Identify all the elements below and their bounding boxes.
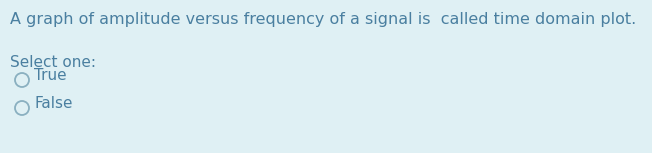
Text: A graph of amplitude versus frequency of a signal is  called time domain plot.: A graph of amplitude versus frequency of… xyxy=(10,12,636,27)
Text: False: False xyxy=(34,95,72,110)
Circle shape xyxy=(15,101,29,115)
Circle shape xyxy=(15,73,29,87)
Text: Select one:: Select one: xyxy=(10,55,96,70)
Text: True: True xyxy=(34,67,67,82)
